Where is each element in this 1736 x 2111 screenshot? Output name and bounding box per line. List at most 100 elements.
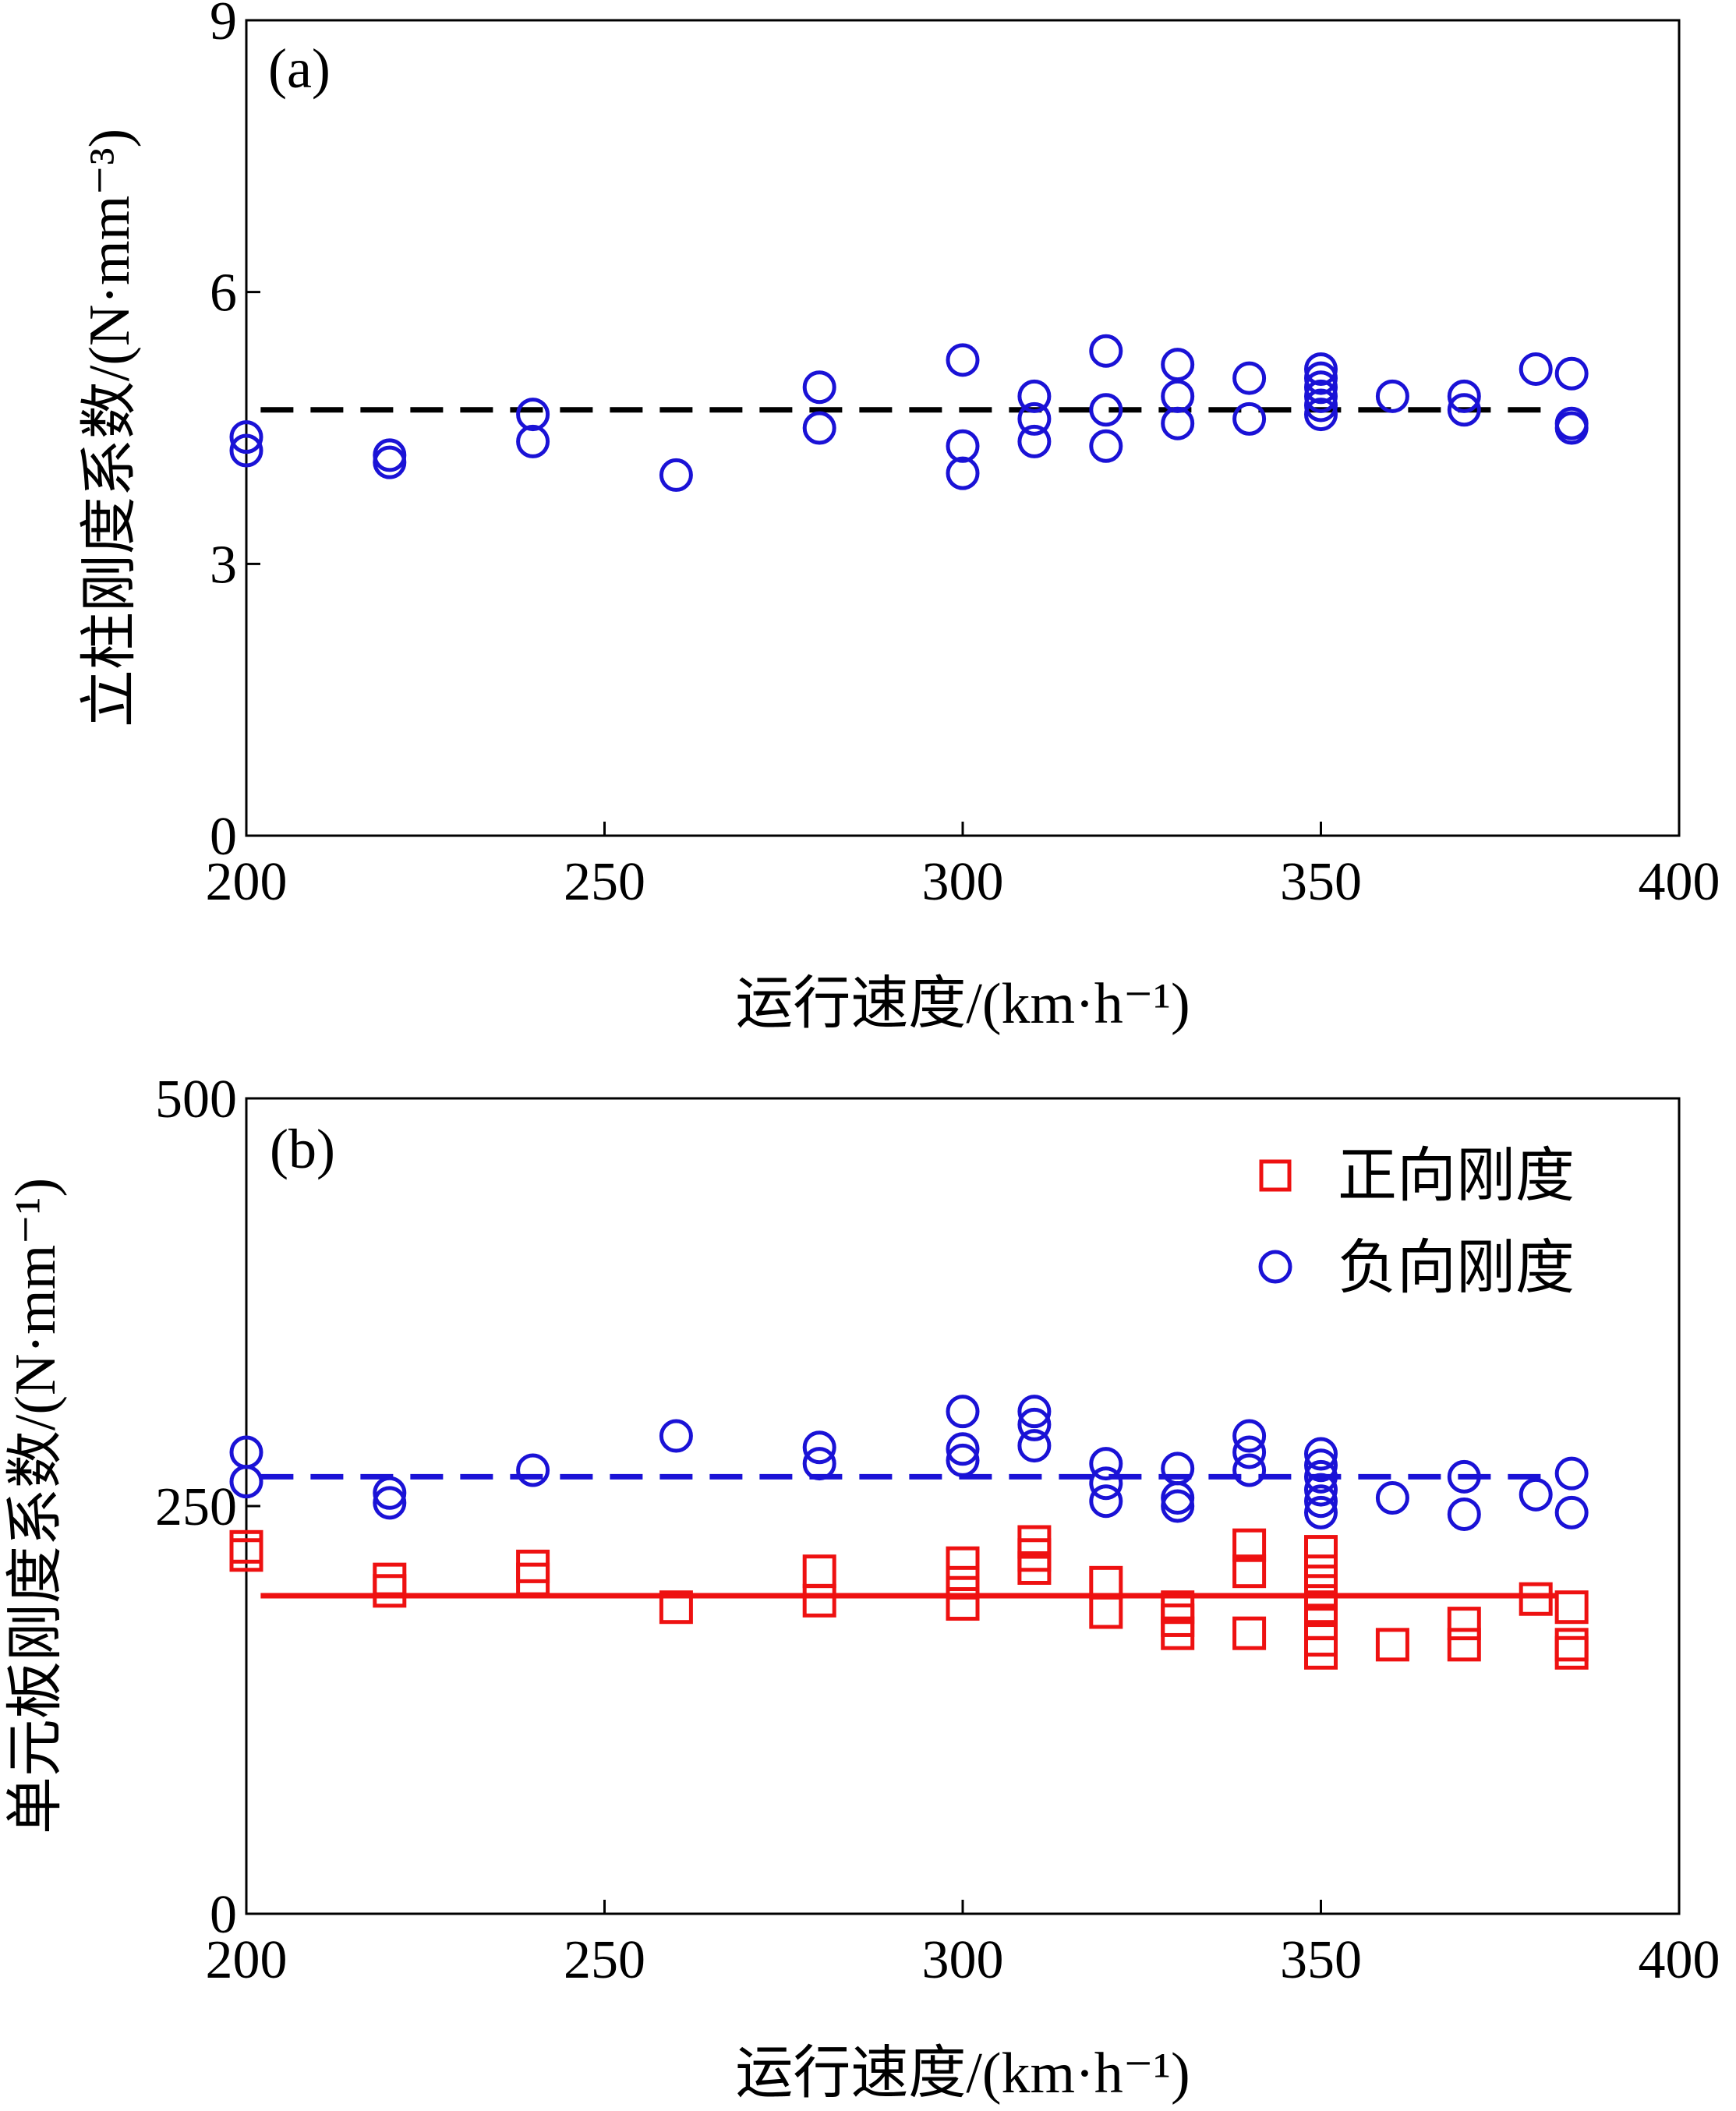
data-point-circle	[946, 1432, 980, 1466]
data-point-circle	[1304, 1484, 1338, 1519]
data-point-circle	[946, 1443, 980, 1477]
data-point-circle	[1161, 1481, 1195, 1515]
data-point-circle	[946, 343, 980, 377]
data-point-circle	[1304, 361, 1338, 395]
data-point-circle	[1017, 424, 1052, 458]
data-point-circle	[1447, 1497, 1481, 1531]
y-tick-label: 250	[155, 1477, 237, 1537]
data-point-square	[1447, 1607, 1481, 1641]
data-point-circle	[1447, 379, 1481, 413]
data-point-circle	[1375, 1481, 1409, 1515]
data-point-circle	[1304, 370, 1338, 405]
legend-b: 正向刚度 负向刚度	[1258, 1144, 1575, 1301]
data-point-circle	[1161, 348, 1195, 382]
data-point-circle	[1232, 1419, 1267, 1453]
data-point-square	[659, 1590, 693, 1625]
data-point-circle	[1375, 379, 1409, 413]
data-point-square	[1232, 1554, 1267, 1589]
data-point-circle	[373, 445, 407, 479]
data-point-circle	[229, 1465, 263, 1499]
data-point-circle	[1232, 401, 1267, 436]
data-point-circle	[1017, 379, 1052, 413]
data-point-circle	[1304, 1448, 1338, 1483]
data-point-circle	[516, 398, 550, 432]
data-point-square	[1232, 1528, 1267, 1562]
data-point-circle	[1161, 406, 1195, 440]
plot-frame-b	[245, 1097, 1681, 1915]
y-axis-title-b: 单元板刚度系数/(N·mm⁻¹)	[4, 1178, 68, 1834]
x-tick-label: 200	[206, 1930, 288, 1990]
data-point-circle	[1017, 1429, 1052, 1463]
y-tick-label: 6	[210, 263, 237, 324]
data-point-square	[1447, 1628, 1481, 1662]
data-point-circle	[1554, 1456, 1589, 1490]
x-tick-label: 350	[1280, 852, 1362, 912]
data-point-square	[802, 1583, 836, 1618]
y-axis-title-a: 立柱刚度系数/(N·mm⁻³)	[78, 129, 142, 727]
data-point-square	[1554, 1590, 1589, 1625]
x-tick-label: 200	[206, 852, 288, 912]
chart-panel-a: (a) 200 250 300 350 400 0 3 6 9 运行速度/(km·h⁻¹) 立柱…	[78, 0, 1720, 1036]
data-point-circle	[1089, 1466, 1123, 1501]
data-point-circle	[373, 438, 407, 472]
data-point-circle	[1161, 1489, 1195, 1523]
data-point-circle	[1304, 352, 1338, 386]
data-point-circle	[1554, 356, 1589, 391]
x-axis-title-b: 运行速度/(km·h⁻¹)	[735, 2042, 1190, 2106]
data-point-square	[1089, 1595, 1123, 1629]
data-point-square	[1304, 1535, 1338, 1569]
data-point-square	[1554, 1628, 1589, 1662]
data-point-circle	[802, 411, 836, 445]
data-point-circle	[1519, 352, 1553, 386]
data-point-circle	[1554, 1495, 1589, 1529]
legend-label-positive: 正向刚度	[1338, 1144, 1575, 1209]
data-point-circle	[373, 1486, 407, 1520]
data-point-square	[1375, 1628, 1409, 1662]
data-point-circle	[1304, 388, 1338, 423]
data-point-circle	[516, 424, 550, 458]
data-point-circle	[946, 429, 980, 463]
data-point-circle	[1447, 393, 1481, 427]
x-tick-label: 300	[922, 852, 1004, 912]
data-point-square	[1519, 1582, 1553, 1616]
data-point-circle	[802, 1447, 836, 1481]
data-point-circle	[659, 1419, 693, 1453]
data-point-circle	[1554, 411, 1589, 445]
data-point-circle	[659, 458, 693, 492]
panel-label-b: (b)	[270, 1118, 335, 1180]
data-point-square	[229, 1538, 263, 1572]
y-tick-label: 9	[210, 0, 237, 51]
data-point-circle	[1089, 1484, 1123, 1519]
data-point-square	[1017, 1551, 1052, 1585]
y-tick-label: 0	[210, 807, 237, 867]
data-point-square	[1161, 1616, 1195, 1650]
data-point-circle	[1017, 1407, 1052, 1441]
data-point-circle	[1519, 1477, 1553, 1512]
y-tick-label: 500	[155, 1070, 237, 1130]
data-point-circle	[1161, 379, 1195, 413]
data-point-circle	[1017, 1395, 1052, 1429]
data-point-circle	[802, 1430, 836, 1465]
data-point-square	[802, 1554, 836, 1589]
legend-label-negative: 负向刚度	[1338, 1236, 1575, 1301]
chart-panel-b: (b) 200 250 300 350 400 0 250 500 正向刚度 负向刚度 运行速…	[4, 1070, 1720, 2106]
data-point-circle	[1232, 361, 1267, 395]
data-point-square	[946, 1565, 980, 1600]
data-point-circle	[1089, 1447, 1123, 1481]
data-point-circle	[1304, 398, 1338, 432]
legend-marker-negative	[1258, 1250, 1292, 1284]
x-tick-label: 400	[1639, 1930, 1720, 1990]
legend-marker-positive	[1259, 1159, 1292, 1192]
data-point-circle	[1089, 393, 1123, 427]
data-point-square	[946, 1587, 980, 1621]
data-point-square	[516, 1562, 550, 1597]
data-point-circle	[1232, 1453, 1267, 1487]
data-point-circle	[946, 1395, 980, 1429]
data-point-circle	[946, 456, 980, 490]
data-point-circle	[516, 1453, 550, 1487]
x-tick-label: 250	[564, 1930, 645, 1990]
data-point-circle	[1304, 1495, 1338, 1529]
x-tick-label: 350	[1280, 1930, 1362, 1990]
panel-label-a: (a)	[268, 37, 331, 100]
data-point-circle	[1304, 1459, 1338, 1494]
